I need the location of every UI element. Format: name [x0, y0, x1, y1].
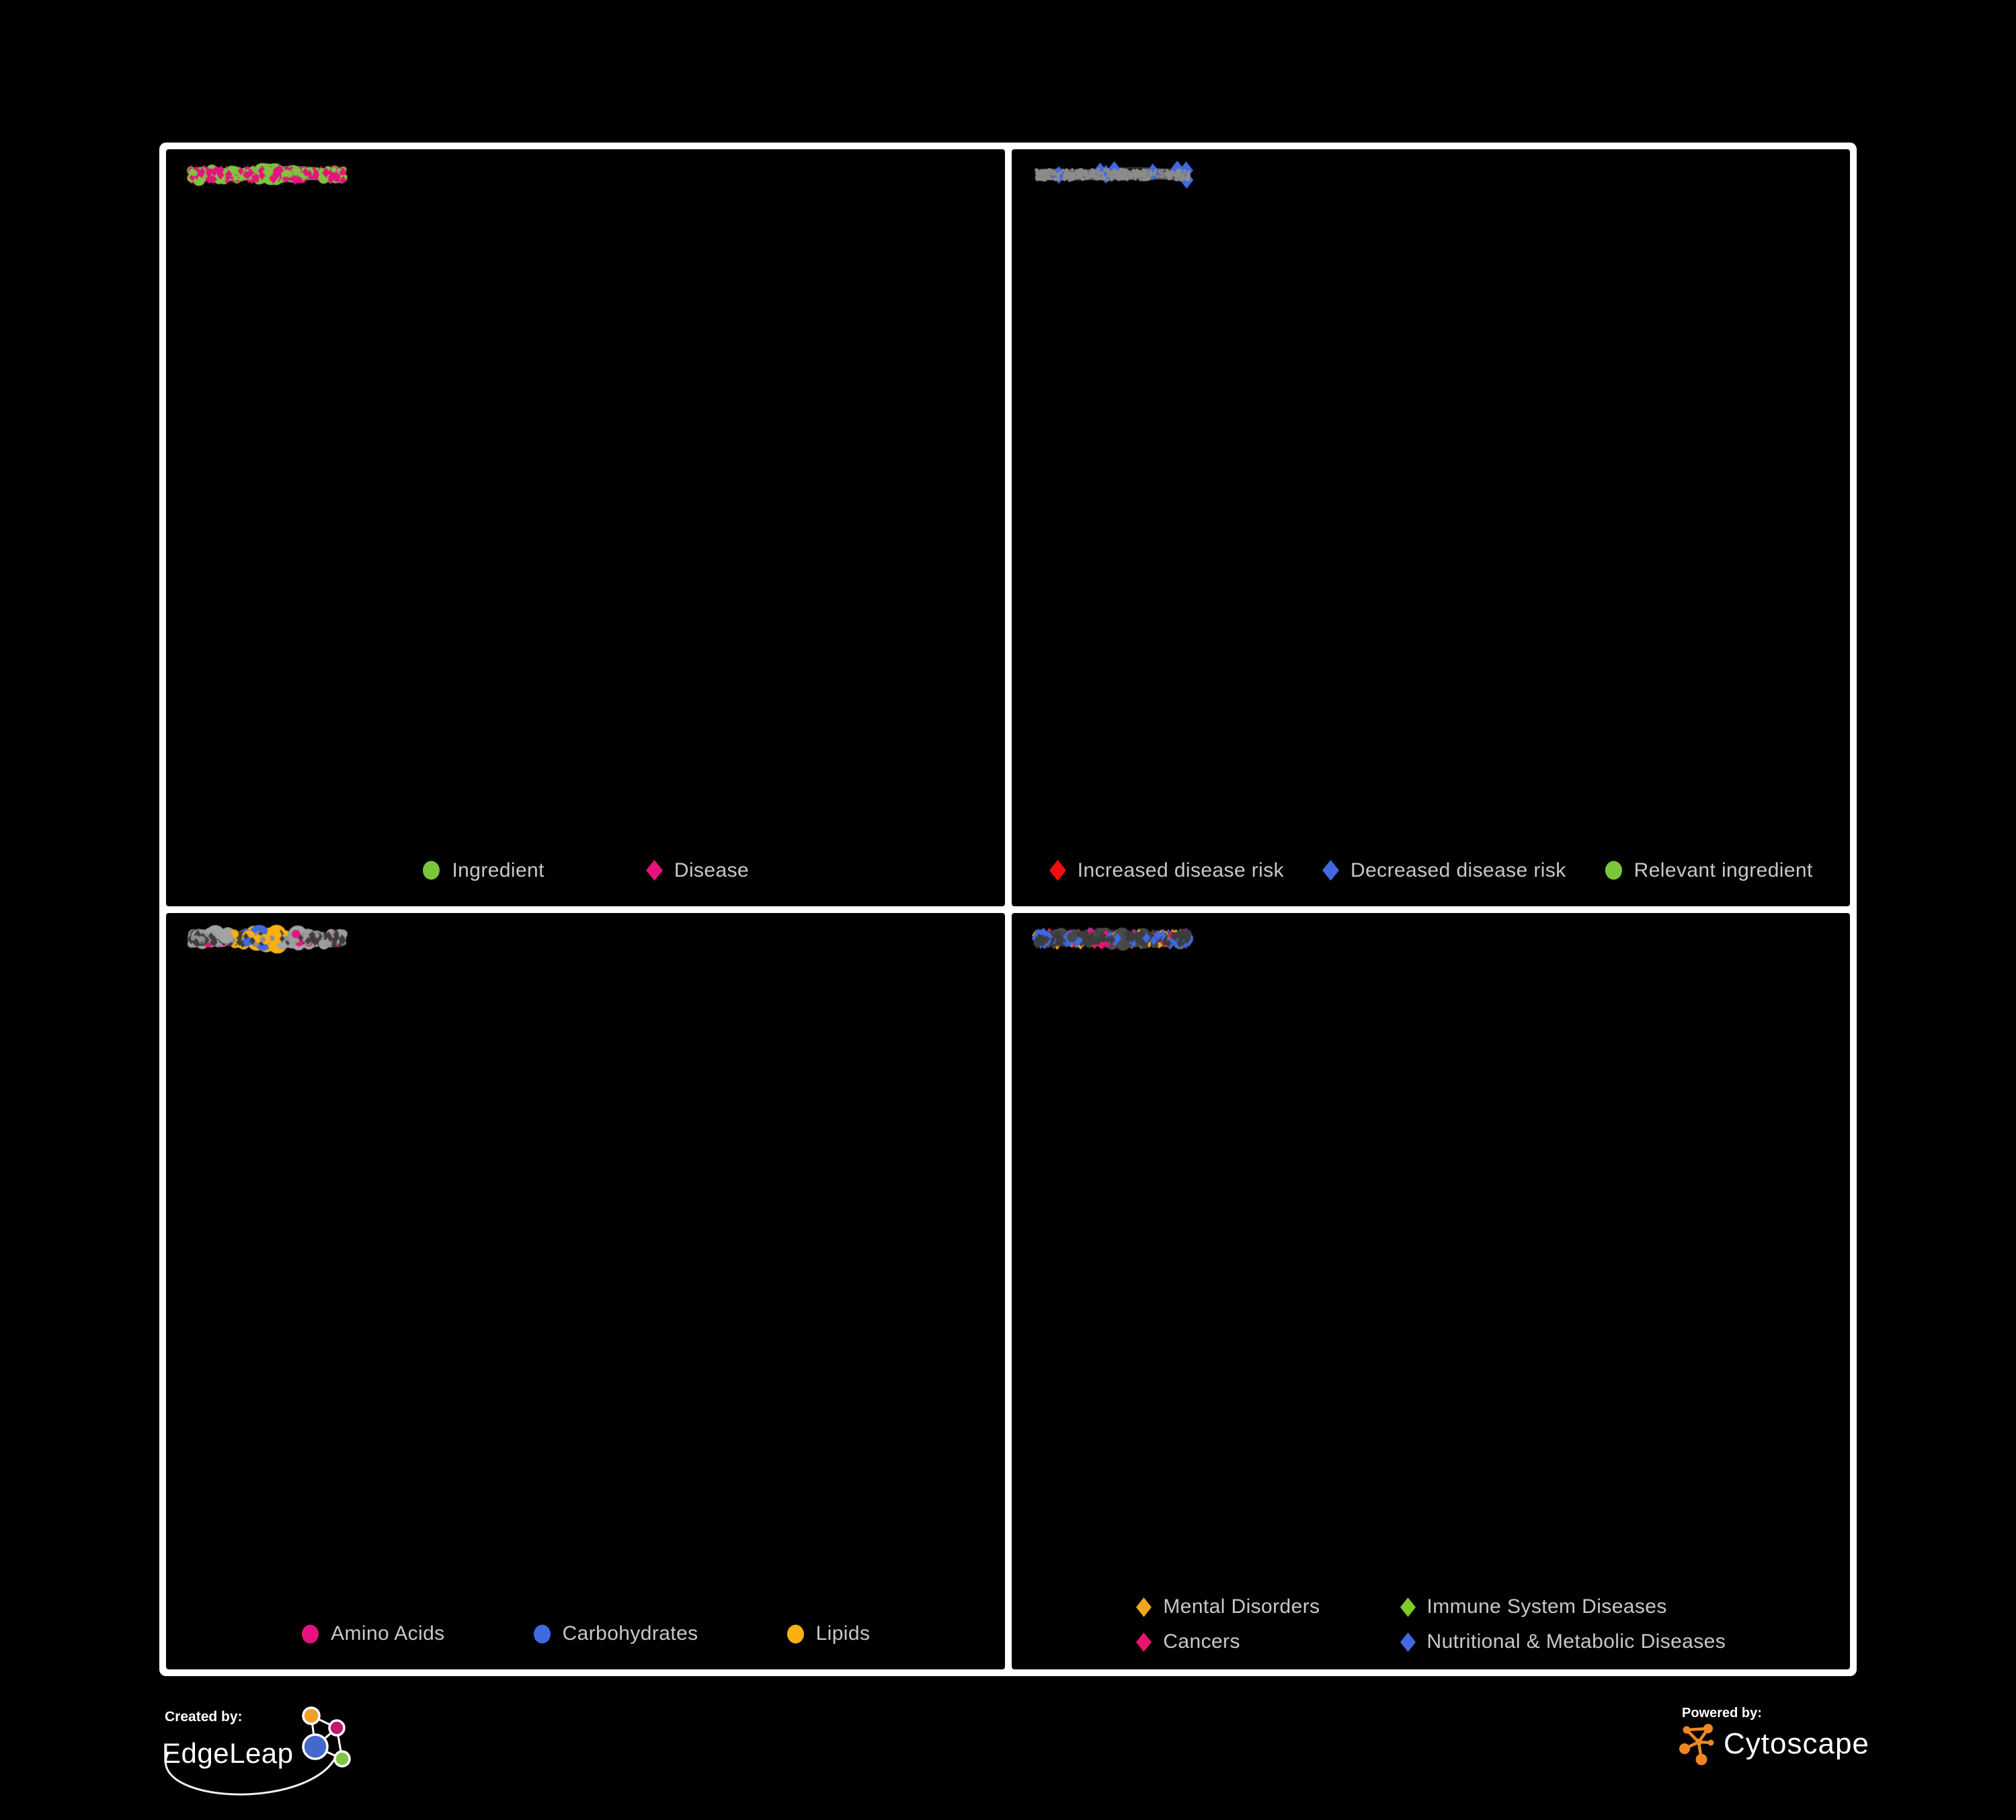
legend-label: Carbohydrates — [562, 1622, 698, 1645]
cytoscape-icon-nodes — [1679, 1724, 1714, 1766]
legend-item-increased-risk: Increased disease risk — [1049, 859, 1284, 882]
relevant-ingredient-circle-icon — [1605, 861, 1622, 880]
metabolic-diseases-diamond-icon — [1400, 1632, 1416, 1652]
lipids-circle-icon — [787, 1624, 804, 1643]
carbohydrates-circle-icon — [533, 1624, 551, 1643]
legend-label: Lipids — [815, 1622, 871, 1645]
edgeleap-swoosh — [165, 1753, 337, 1796]
cancers-diamond-icon — [1136, 1632, 1152, 1652]
legend-item-decreased-risk: Decreased disease risk — [1322, 859, 1566, 882]
legend-label: Relevant ingredient — [1634, 859, 1813, 881]
legend-label: Mental Disorders — [1163, 1595, 1320, 1618]
legend-label: Ingredient — [452, 859, 545, 881]
amino-acids-circle-icon — [302, 1624, 319, 1643]
legend-label: Decreased disease risk — [1350, 859, 1566, 881]
legend-label: Increased disease risk — [1077, 859, 1285, 881]
edgeleap-node-blue — [302, 1733, 329, 1760]
ingredient-circle-icon — [423, 861, 440, 880]
legend-label: Nutritional & Metabolic Diseases — [1426, 1630, 1726, 1653]
legend-item-disease: Disease — [645, 859, 749, 882]
legend-item-amino-acids: Amino Acids — [300, 1622, 444, 1645]
legend-macronutrients: Amino Acids Carbohydrates Lipids — [166, 1622, 1005, 1645]
legend-item-ingredient: Ingredient — [421, 859, 544, 882]
edgeleap-brand-text: EdgeLeap — [162, 1737, 294, 1769]
panel-macronutrient-classes: Amino Acids Carbohydrates Lipids — [166, 912, 1005, 1669]
legend-columns: Mental Disorders Immune System Diseases … — [1135, 1595, 1726, 1653]
decreased-risk-diamond-icon — [1322, 860, 1340, 881]
ingredient-disease-network-canvas — [166, 149, 368, 250]
cytoscape-logo: Powered by: Cytoscape — [1679, 1706, 1869, 1766]
four-panel-figure-frame: Ingredient Disease Increased disease ris… — [159, 143, 1857, 1676]
edgeleap-node-green — [333, 1750, 351, 1768]
edgeleap-network-icon — [302, 1706, 351, 1768]
legend-label: Cancers — [1163, 1630, 1240, 1653]
created-by-label: Created by: — [165, 1709, 243, 1725]
cytoscape-brand-text: Cytoscape — [1724, 1727, 1869, 1760]
panel-disease-classes: Mental Disorders Immune System Diseases … — [1011, 912, 1851, 1669]
legend-label: Amino Acids — [331, 1622, 445, 1645]
panel-ingredient-disease: Ingredient Disease — [166, 149, 1005, 906]
powered-by-label: Powered by: — [1682, 1706, 1762, 1720]
disease-risk-network-canvas — [1011, 149, 1213, 250]
legend-item-immune-diseases: Immune System Diseases — [1400, 1595, 1726, 1618]
disease-classes-network-canvas — [1011, 912, 1213, 1014]
edgeleap-lockup: Created by: EdgeLeap — [162, 1698, 478, 1820]
legend-label: Disease — [674, 859, 750, 881]
legend-item-lipids: Lipids — [786, 1622, 871, 1645]
legend-item-cancers: Cancers — [1135, 1630, 1320, 1653]
legend-disease-risk: Increased disease risk Decreased disease… — [1012, 859, 1851, 882]
disease-diamond-icon — [645, 860, 663, 881]
increased-risk-diamond-icon — [1049, 860, 1066, 881]
immune-diseases-diamond-icon — [1400, 1597, 1416, 1617]
cytoscape-network-icon — [1679, 1724, 1714, 1766]
legend-label: Immune System Diseases — [1426, 1595, 1667, 1618]
legend-ingredient-disease: Ingredient Disease — [166, 859, 1005, 882]
edgeleap-node-orange — [302, 1706, 321, 1725]
legend-item-relevant-ingredient: Relevant ingredient — [1604, 859, 1813, 882]
edgeleap-node-magenta — [328, 1719, 346, 1737]
legend-item-carbohydrates: Carbohydrates — [532, 1622, 698, 1645]
legend-disease-classes: Mental Disorders Immune System Diseases … — [1012, 1595, 1851, 1653]
panel-disease-risk: Increased disease risk Decreased disease… — [1011, 149, 1851, 906]
legend-item-mental-disorders: Mental Disorders — [1135, 1595, 1320, 1618]
macronutrients-network-canvas — [166, 912, 368, 1014]
mental-disorders-diamond-icon — [1136, 1597, 1152, 1617]
cytoscape-lockup: Powered by: Cytoscape — [1678, 1702, 1913, 1781]
edgeleap-logo: Created by: EdgeLeap — [162, 1706, 351, 1796]
legend-item-metabolic-diseases: Nutritional & Metabolic Diseases — [1400, 1630, 1726, 1653]
